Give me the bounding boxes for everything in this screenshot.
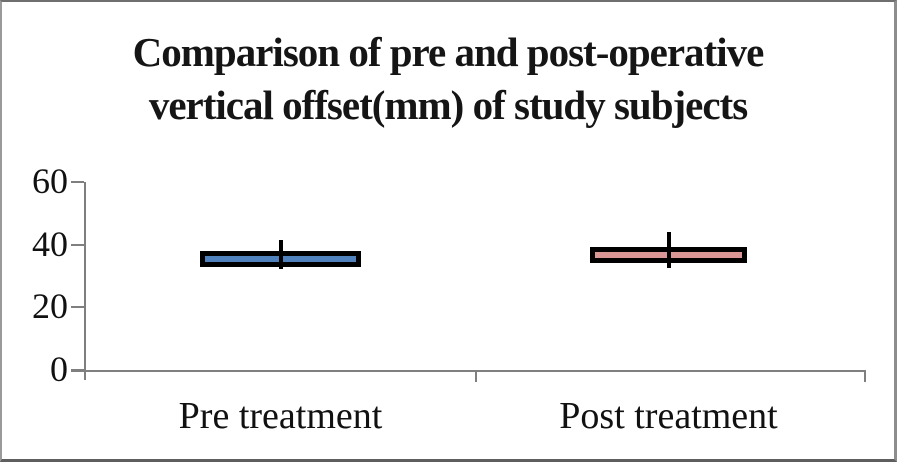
chart-title-line1: Comparison of pre and post-operative	[132, 29, 765, 75]
y-tick-mark-0	[71, 369, 84, 371]
y-axis-line	[84, 182, 86, 380]
x-tick-mark-right	[864, 370, 866, 382]
y-tick-label-20: 20	[32, 286, 68, 327]
boxplot-pre-whisker	[278, 239, 283, 270]
x-axis-line	[71, 370, 866, 372]
y-tick-mark-20	[71, 306, 84, 309]
y-tick-mark-40	[71, 243, 84, 246]
category-label-post: Post treatment	[559, 395, 778, 437]
y-tick-label-40: 40	[32, 223, 68, 264]
chart-title: Comparison of pre and post-operative ver…	[2, 26, 894, 132]
y-tick-label-0: 0	[50, 349, 68, 389]
y-tick-label-60: 60	[32, 161, 68, 201]
boxplot-post-whisker	[666, 232, 671, 269]
y-tick-mark-60	[71, 181, 84, 183]
chart-title-line2: vertical offset(mm) of study subjects	[148, 82, 748, 128]
x-tick-mark-middle	[475, 370, 477, 382]
category-label-pre: Pre treatment	[178, 395, 383, 437]
